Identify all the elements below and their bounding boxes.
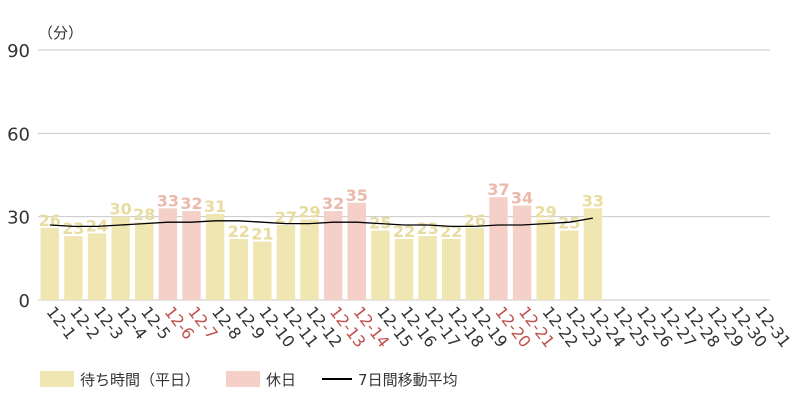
bar <box>276 225 296 300</box>
bar <box>323 211 343 300</box>
y-tick-label: 30 <box>7 208 30 229</box>
legend-item-moving-average: 7日間移動平均 <box>322 369 458 390</box>
bar <box>347 202 366 300</box>
bar <box>40 227 60 300</box>
data-label: 30 <box>110 200 132 219</box>
data-label: 35 <box>346 186 368 205</box>
data-label: 22 <box>228 222 250 241</box>
bar <box>158 208 178 300</box>
data-label: 27 <box>275 208 297 227</box>
y-tick-label: 0 <box>19 291 30 312</box>
bar <box>64 236 83 300</box>
legend-label-holiday: 休日 <box>266 370 297 389</box>
data-label: 29 <box>535 202 557 221</box>
data-label: 33 <box>582 191 604 210</box>
bar <box>135 222 154 300</box>
data-label: 23 <box>416 219 438 238</box>
data-label: 28 <box>133 205 155 224</box>
data-label: 26 <box>464 211 486 230</box>
y-tick-label: 90 <box>7 41 30 62</box>
data-label: 26 <box>39 211 61 230</box>
bar <box>205 213 225 300</box>
bar <box>111 216 130 300</box>
bar <box>253 241 272 300</box>
data-label: 23 <box>62 219 84 238</box>
legend-item-holiday: 休日 <box>226 369 296 390</box>
data-label: 22 <box>440 222 462 241</box>
bar <box>300 219 319 300</box>
bar <box>229 238 248 300</box>
legend-item-weekday: 待ち時間（平日） <box>40 369 200 390</box>
bar <box>418 236 437 300</box>
bar <box>442 238 461 300</box>
data-label: 34 <box>511 189 533 208</box>
y-tick-label: 60 <box>7 124 30 145</box>
bar <box>536 219 555 300</box>
bar <box>87 233 107 300</box>
data-label: 31 <box>204 197 226 216</box>
bar <box>512 205 532 300</box>
bar <box>560 230 579 300</box>
legend-swatch-moving-average <box>322 378 353 380</box>
data-label: 25 <box>558 214 580 233</box>
data-label: 22 <box>393 222 415 241</box>
data-label: 21 <box>251 225 273 244</box>
bar <box>371 230 390 300</box>
data-label: 29 <box>298 202 320 221</box>
data-label: 32 <box>322 194 344 213</box>
data-label: 37 <box>487 180 509 199</box>
bar <box>465 227 485 300</box>
data-label: 32 <box>180 194 202 213</box>
bar <box>489 197 508 300</box>
bar <box>583 208 603 300</box>
y-axis-unit: （分） <box>38 24 83 42</box>
legend-swatch-weekday <box>40 371 74 387</box>
legend-label-moving-average: 7日間移動平均 <box>358 370 458 389</box>
bar <box>182 211 201 300</box>
moving-average-line <box>49 217 594 228</box>
chart-legend: 待ち時間（平日） 休日 7日間移動平均 <box>40 368 484 390</box>
legend-swatch-holiday <box>226 371 261 387</box>
legend-label-weekday: 待ち時間（平日） <box>80 370 201 389</box>
bar <box>394 238 414 300</box>
data-label: 33 <box>157 191 179 210</box>
